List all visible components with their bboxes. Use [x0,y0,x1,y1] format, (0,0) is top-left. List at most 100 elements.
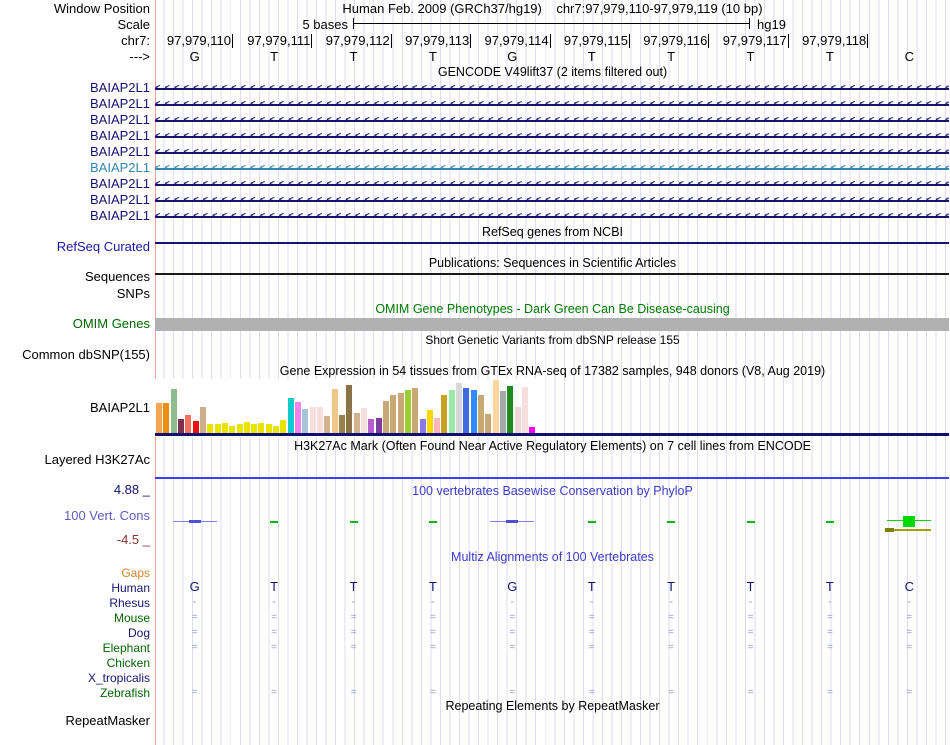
gtex-tissue-bar[interactable] [265,424,272,433]
gtex-tissue-bar[interactable] [236,424,243,433]
gtex-tissue-bar[interactable] [382,401,389,433]
dbsnp-track-label[interactable]: Common dbSNP(155) [22,347,150,362]
multiz-species-label[interactable]: Rhesus [109,596,150,610]
gencode-transcript[interactable]: <<<<<<<<<<<<<<<<<<<<<<<<<<<<<<<<<<<<<<<<… [155,161,949,176]
omim-gene-bar[interactable] [155,318,949,331]
gtex-tissue-bar[interactable] [368,419,375,433]
gtex-tissue-bar[interactable] [185,415,192,433]
gtex-gene-label[interactable]: BAIAP2L1 [90,400,150,415]
multiz-species-label[interactable]: X_tropicalis [87,671,150,685]
gtex-tissue-bar[interactable] [339,415,345,433]
gtex-tissue-bar[interactable] [273,426,280,433]
gtex-tissue-bar[interactable] [346,385,353,433]
gtex-tissue-bar[interactable] [529,427,536,433]
gene-name-label[interactable]: BAIAP2L1 [90,80,150,95]
coordinate-tick: 97,979,116 [631,34,710,48]
gtex-tissue-bar[interactable] [331,389,338,433]
refseq-track-label[interactable]: RefSeq Curated [56,239,150,254]
gtex-tissue-bar[interactable] [419,419,426,433]
alignment-double-line: = [747,627,754,638]
gtex-tissue-bar[interactable] [360,408,367,433]
gtex-tissue-bar[interactable] [192,421,199,433]
reference-base: G [189,49,200,64]
gtex-tissue-bar[interactable] [317,407,324,433]
publications-track-label[interactable]: Sequences [84,269,150,284]
gtex-tissue-bar[interactable] [309,407,316,433]
gtex-tissue-bar[interactable] [514,407,521,433]
refseq-gene-item[interactable] [155,242,949,244]
multiz-species-label[interactable]: Mouse [113,611,150,625]
gtex-tissue-bar[interactable] [214,424,221,433]
multiz-species-label[interactable]: Chicken [106,656,150,670]
gtex-tissue-bar[interactable] [456,383,463,433]
gtex-tissue-bar[interactable] [156,403,162,433]
gencode-transcript[interactable]: <<<<<<<<<<<<<<<<<<<<<<<<<<<<<<<<<<<<<<<<… [155,113,949,128]
gtex-tissue-bar[interactable] [492,380,499,433]
gtex-tissue-bar[interactable] [463,388,470,433]
publications-item[interactable] [155,273,949,275]
gencode-transcript[interactable]: <<<<<<<<<<<<<<<<<<<<<<<<<<<<<<<<<<<<<<<<… [155,145,949,160]
gencode-transcript[interactable]: <<<<<<<<<<<<<<<<<<<<<<<<<<<<<<<<<<<<<<<<… [155,209,949,224]
gtex-tissue-bar[interactable] [485,414,492,433]
gtex-tissue-bar[interactable] [390,395,397,433]
gtex-tissue-bar[interactable] [522,387,528,433]
repeatmasker-track-label[interactable]: RepeatMasker [65,713,150,728]
gtex-tissue-bar[interactable] [251,424,258,433]
gtex-tissue-bar[interactable] [177,419,184,433]
coordinate-tick: 97,979,110 [155,34,233,48]
gtex-tissue-bar[interactable] [507,386,514,433]
gtex-tissue-bar[interactable] [470,390,477,433]
gencode-transcript[interactable]: <<<<<<<<<<<<<<<<<<<<<<<<<<<<<<<<<<<<<<<<… [155,81,949,96]
alignment-double-line: = [509,627,516,638]
gtex-tissue-bar[interactable] [295,402,302,433]
gene-name-label[interactable]: BAIAP2L1 [90,208,150,223]
gtex-tissue-bar[interactable] [199,407,206,433]
gencode-transcript[interactable]: <<<<<<<<<<<<<<<<<<<<<<<<<<<<<<<<<<<<<<<<… [155,193,949,208]
gene-name-label[interactable]: BAIAP2L1 [90,144,150,159]
gtex-tissue-bar[interactable] [412,388,419,433]
gene-name-label[interactable]: BAIAP2L1 [90,112,150,127]
gtex-tissue-bar[interactable] [375,418,382,433]
omim-track-label[interactable]: OMIM Genes [72,316,150,331]
gtex-tissue-bar[interactable] [404,390,411,433]
multiz-species-label[interactable]: Dog [127,626,150,640]
gtex-tissue-bar[interactable] [163,403,170,433]
gtex-tissue-bar[interactable] [170,389,177,433]
gtex-tissue-bar[interactable] [478,395,485,433]
snps-track-label[interactable]: SNPs [116,286,150,301]
gene-name-label[interactable]: BAIAP2L1 [90,160,150,175]
gtex-tissue-bar[interactable] [229,426,236,433]
gencode-transcript[interactable]: <<<<<<<<<<<<<<<<<<<<<<<<<<<<<<<<<<<<<<<<… [155,129,949,144]
gtex-tissue-bar[interactable] [441,395,448,433]
gencode-transcript[interactable]: <<<<<<<<<<<<<<<<<<<<<<<<<<<<<<<<<<<<<<<<… [155,97,949,112]
gencode-transcript[interactable]: <<<<<<<<<<<<<<<<<<<<<<<<<<<<<<<<<<<<<<<<… [155,177,949,192]
alignment-double-line: = [906,687,913,698]
alignment-dash: - [748,596,753,608]
gencode-track-title: GENCODE V49lift37 (2 items filtered out) [437,65,668,79]
multiz-species-label[interactable]: Human [111,581,150,595]
multiz-species-label[interactable]: Elephant [102,641,150,655]
gtex-tissue-bar[interactable] [324,416,331,433]
gtex-tissue-bar[interactable] [258,423,265,433]
gtex-tissue-bar[interactable] [207,424,214,433]
multiz-species-label[interactable]: Zebrafish [99,686,150,700]
alignment-double-line: = [588,642,595,653]
gtex-tissue-bar[interactable] [426,410,433,433]
conservation-track-label[interactable]: 100 Vert. Cons [64,508,150,523]
h3k27ac-track-label[interactable]: Layered H3K27Ac [44,452,150,467]
gtex-tissue-bar[interactable] [243,422,250,433]
gene-name-label[interactable]: BAIAP2L1 [90,96,150,111]
gtex-tissue-bar[interactable] [500,391,507,433]
gtex-tissue-bar[interactable] [221,423,228,433]
gtex-tissue-bar[interactable] [302,409,309,433]
gtex-tissue-bar[interactable] [280,420,287,433]
gene-name-label[interactable]: BAIAP2L1 [90,128,150,143]
gene-name-label[interactable]: BAIAP2L1 [90,176,150,191]
gtex-tissue-bar[interactable] [353,413,360,433]
gtex-tissue-bar[interactable] [434,418,441,433]
gtex-tissue-bar[interactable] [448,390,455,433]
gtex-tissue-bar[interactable] [287,398,294,433]
gene-name-label[interactable]: BAIAP2L1 [90,192,150,207]
gtex-tissue-bar[interactable] [397,393,404,433]
multiz-species-label[interactable]: Gaps [121,566,150,580]
